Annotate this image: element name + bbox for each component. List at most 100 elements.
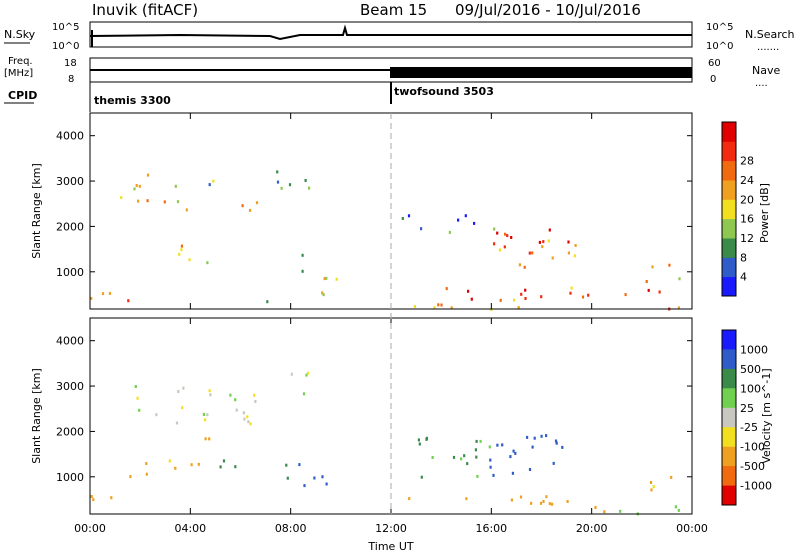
velocity-cell <box>136 396 139 400</box>
velocity-cell <box>501 443 504 447</box>
velocity-colorbar-tick: 25 <box>740 402 754 415</box>
velocity-cell <box>249 422 252 426</box>
velocity-cell <box>181 406 184 410</box>
nsky-label: N.Sky <box>4 28 36 41</box>
velocity-panel: 1000 2000 3000 4000 00:00 04:00 08:00 12:00 16:… <box>30 317 773 535</box>
power-cell <box>241 204 244 208</box>
nave-tick-top: 60 <box>708 58 721 69</box>
power-cell <box>504 232 507 236</box>
velocity-colorbar-tick: -25 <box>740 421 758 434</box>
power-cell <box>163 200 166 204</box>
velocity-cell <box>298 463 301 467</box>
power-cell <box>255 201 259 205</box>
velocity-colorbar-segment <box>722 446 736 467</box>
velocity-cell <box>452 455 456 459</box>
velocity-cell <box>197 462 200 466</box>
power-colorbar-segment <box>722 180 736 200</box>
power-cell <box>567 251 570 255</box>
y-tick-label: 2000 <box>56 220 84 233</box>
power-cell <box>301 269 304 273</box>
velocity-cell <box>321 475 324 479</box>
power-cell <box>407 214 411 218</box>
station-title: Inuvik (fitACF) <box>92 1 198 19</box>
velocity-cell <box>408 497 411 501</box>
y-tick-label: 1000 <box>56 266 84 279</box>
velocity-colorbar-segment <box>722 427 736 448</box>
power-cell <box>450 306 453 310</box>
velocity-cell <box>254 400 257 403</box>
velocity-colorbar-tick: -100 <box>740 441 765 454</box>
velocity-cell <box>545 434 548 438</box>
power-cell <box>335 277 338 281</box>
power-cell <box>146 173 150 177</box>
velocity-colorbar-tick: 100 <box>740 382 761 395</box>
velocity-cell <box>246 415 249 419</box>
velocity-colorbar-segment <box>722 407 736 428</box>
velocity-cell <box>234 465 237 469</box>
velocity-cell <box>243 417 246 421</box>
velocity-cell <box>514 451 517 455</box>
nsearch-dots: ....... <box>757 42 779 53</box>
velocity-cell <box>229 393 232 397</box>
velocity-cell <box>204 418 207 422</box>
velocity-cell <box>247 420 250 424</box>
power-cell <box>496 231 499 235</box>
velocity-cell <box>190 463 193 467</box>
velocity-cell <box>566 500 569 503</box>
velocity-cell <box>539 501 543 505</box>
power-cell <box>212 179 215 183</box>
nave-tick-bottom: 0 <box>710 74 716 85</box>
power-colorbar-segment <box>722 218 736 239</box>
velocity-cell <box>174 466 177 470</box>
power-cell <box>304 179 307 182</box>
velocity-cell <box>204 437 207 441</box>
velocity-cell <box>530 501 533 505</box>
velocity-cell <box>145 462 148 466</box>
velocity-cell <box>540 434 543 438</box>
velocity-cell <box>313 476 316 480</box>
x-axis-label: Time UT <box>367 540 413 553</box>
nsearch-tick-top: 10^5 <box>706 22 733 33</box>
velocity-cell <box>511 471 514 475</box>
velocity-cell <box>670 475 673 479</box>
power-cell <box>551 256 554 260</box>
velocity-cell <box>510 498 513 502</box>
power-cell <box>473 221 476 225</box>
velocity-cell <box>90 495 93 498</box>
velocity-cell <box>138 408 141 412</box>
velocity-cell <box>466 462 469 466</box>
velocity-colorbar-segment <box>722 349 736 370</box>
power-cell <box>420 227 423 231</box>
velocity-cell <box>677 508 680 512</box>
nsearch-label: N.Search <box>745 28 795 41</box>
power-cell <box>531 251 534 255</box>
velocity-cell <box>545 495 548 499</box>
power-colorbar-tick: 20 <box>740 193 754 206</box>
power-cell <box>137 199 140 203</box>
velocity-cell <box>242 411 245 415</box>
velocity-colorbar: 1000 500 100 25 -25 -100 -500 -1000 <box>721 329 772 506</box>
power-cell <box>467 289 470 293</box>
power-cell <box>180 248 183 252</box>
power-cell <box>413 305 416 308</box>
power-colorbar-segment <box>722 141 736 162</box>
power-cell <box>437 303 440 307</box>
power-colorbar-tick: 28 <box>740 155 754 168</box>
power-cell <box>108 291 111 295</box>
velocity-cell <box>551 502 554 506</box>
velocity-cell <box>649 481 653 484</box>
velocity-cell <box>650 488 653 492</box>
velocity-cell <box>488 445 491 449</box>
power-cell <box>569 291 572 295</box>
power-cell <box>208 183 211 187</box>
velocity-cell <box>594 506 597 509</box>
velocity-cell <box>489 465 492 469</box>
velocity-cell <box>235 408 238 412</box>
power-cell <box>547 239 550 243</box>
power-cell <box>624 293 627 297</box>
power-cell <box>510 236 513 239</box>
velocity-cell <box>134 385 137 388</box>
velocity-cell <box>175 421 179 425</box>
power-cell <box>440 303 443 307</box>
power-cell <box>520 292 523 296</box>
